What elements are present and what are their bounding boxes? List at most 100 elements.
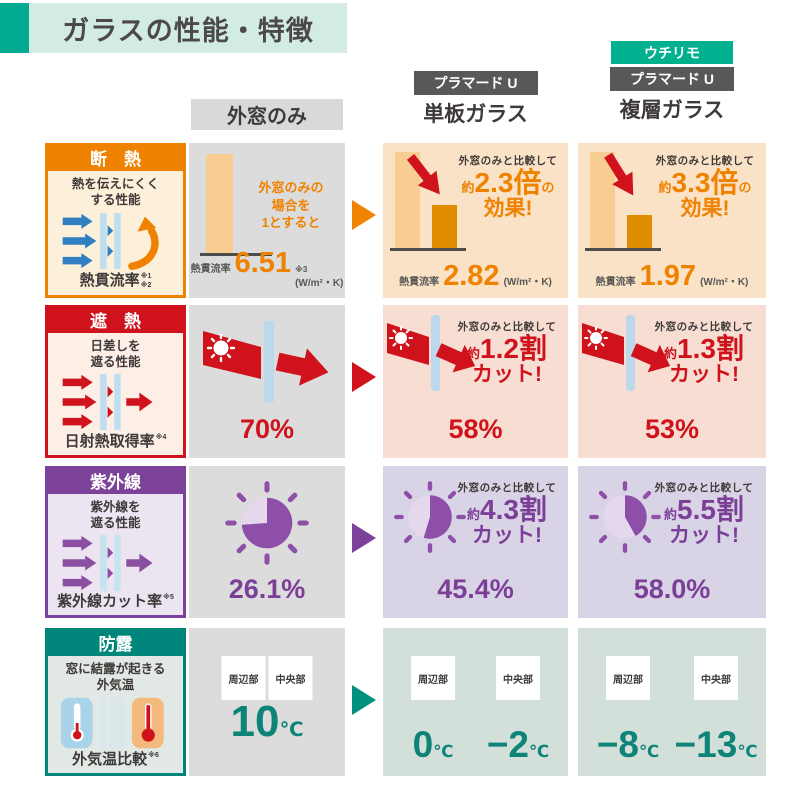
sun-arrow-icon [203, 321, 329, 403]
center-temperature: −2℃ [486, 724, 550, 765]
baseline [585, 248, 661, 251]
temperature-grid: 周辺部 −8℃ 中央部 −13℃ [578, 656, 766, 763]
heat-shield-base-cell: 70% [189, 305, 345, 458]
heat-shield-icon [62, 373, 152, 431]
insulation-title: 断 熱 [45, 143, 186, 171]
compare-block: 外窓のみと比較して 約4.3割 カット! [457, 482, 557, 547]
sun-arrow-icon [387, 315, 476, 391]
temperature-grid: 周辺部 0℃ 中央部 −2℃ [383, 656, 568, 763]
uv-double-cell: 外窓のみと比較して 約5.5割 カット! 58.0% [578, 466, 766, 618]
heat-shield-title: 遮 熱 [45, 305, 186, 333]
column-header-base: 外窓のみ [191, 99, 343, 130]
condensation-title: 防露 [45, 628, 186, 656]
insulation-single-cell: 外窓のみと比較して 約2.3倍の 効果! 熱貫流率 2.82 (W/m²・K) [383, 143, 568, 298]
insulation-icon [62, 212, 159, 270]
center-temperature: −13℃ [674, 724, 758, 765]
single-value: 45.4% [437, 574, 514, 604]
uv-base-cell: 26.1% [189, 466, 345, 618]
column-header-double: ウチリモ プラマード U 複層ガラス [578, 41, 766, 124]
part-label-edge: 周辺部 [606, 656, 650, 700]
part-label-center: 中央部 [496, 656, 540, 700]
edge-temperature: 0℃ [412, 724, 454, 765]
row-heat-shield: 遮 熱 日差しを 遮る性能 日射熱取得率※4 [0, 305, 800, 458]
single-glass-name: 単板ガラス [423, 103, 528, 126]
double-glass-name: 複層ガラス [619, 99, 725, 122]
part-label-center: 中央部 [694, 656, 738, 700]
down-arrow-icon [604, 152, 634, 196]
heat-shield-double-cell: 外窓のみと比較して 約1.3割 カット! 53% [578, 305, 766, 458]
uv-icon [62, 534, 152, 591]
row-uv: 紫外線 紫外線を 遮る性能 紫外線カット率※5 [0, 466, 800, 618]
edge-temperature: −8℃ [596, 724, 660, 765]
single-metric-line: 熱貫流率 2.82 (W/m²・K) [399, 259, 552, 292]
compare-block: 外窓のみと比較して 約5.5割 カット! [654, 482, 754, 547]
insulation-label-card: 断 熱 熱を伝えにくく する性能 熱貫流率※1 ※2 [45, 143, 186, 298]
heat-shield-metric: 日射熱取得率※4 [64, 432, 167, 450]
part-labels: 周辺部 中央部 [221, 656, 313, 700]
right-arrow-icon [352, 200, 376, 230]
compare-block: 外窓のみと比較して 約2.3倍の 効果! [458, 155, 558, 220]
short-bar [432, 205, 457, 248]
thermometer-compare-icon [60, 696, 164, 749]
row-insulation: 断 熱 熱を伝えにくく する性能 熱貫流率※1 ※2 [0, 143, 800, 298]
heat-shield-label-body: 日差しを 遮る性能 日射熱取得率※4 [45, 333, 186, 458]
plamard-badge-2: プラマード U [610, 67, 734, 91]
baseline [390, 248, 466, 251]
condensation-metric: 外気温比較※6 [72, 750, 159, 768]
insulation-double-cell: 外窓のみと比較して 約3.3倍の 効果! 熱貫流率 1.97 (W/m²・K) [578, 143, 766, 298]
short-bar [627, 215, 652, 248]
heat-shield-label-card: 遮 熱 日差しを 遮る性能 日射熱取得率※4 [45, 305, 186, 458]
heat-shield-single-cell: 外窓のみと比較して 約1.2割 カット! 58% [383, 305, 568, 458]
uv-label-body: 紫外線を 遮る性能 紫外線カット率※5 [45, 494, 186, 618]
base-value: 70% [239, 414, 295, 444]
part-label-edge: 周辺部 [411, 656, 455, 700]
uv-desc: 紫外線を 遮る性能 [90, 500, 141, 531]
row-condensation: 防露 窓に結露が起きる 外気温 外気温比較※6 [0, 628, 800, 776]
uv-label-card: 紫外線 紫外線を 遮る性能 紫外線カット率※5 [45, 466, 186, 618]
sun-pie-icon [589, 481, 661, 553]
uv-single-cell: 外窓のみと比較して 約4.3割 カット! 45.4% [383, 466, 568, 618]
condensation-single-cell: 周辺部 0℃ 中央部 −2℃ [383, 628, 568, 776]
condensation-label-card: 防露 窓に結露が起きる 外気温 外気温比較※6 [45, 628, 186, 776]
edge-temp-col: 周辺部 −8℃ [592, 656, 664, 763]
page-title-block: ガラスの性能・特徴 [0, 3, 347, 53]
double-value: 58.0% [633, 574, 711, 604]
base-note: 外窓のみの 場合を 1とすると [258, 180, 324, 231]
base-metric-line: 熱貫流率 6.51 ※3 (W/m²・K) [190, 247, 344, 289]
base-value: 26.1% [228, 574, 306, 604]
column-header-single: プラマード U 単板ガラス [383, 71, 568, 128]
sun-pie-icon [394, 481, 466, 553]
title-accent-square [0, 3, 29, 53]
sun-arrow-icon [582, 315, 671, 391]
insulation-metric: 熱貫流率※1 ※2 [79, 272, 152, 290]
condensation-double-cell: 周辺部 −8℃ 中央部 −13℃ [578, 628, 766, 776]
compare-block: 外窓のみと比較して 約3.3倍の 効果! [655, 155, 755, 220]
right-arrow-icon [352, 362, 376, 392]
part-label-center: 中央部 [268, 656, 313, 700]
center-temp-col: 中央部 −2℃ [482, 656, 554, 763]
heat-shield-desc: 日差しを 遮る性能 [90, 339, 141, 370]
base-bar [206, 154, 233, 253]
base-baseline [200, 253, 272, 256]
center-temp-col: 中央部 −13℃ [675, 656, 757, 763]
uv-metric: 紫外線カット率※5 [57, 592, 174, 610]
base-temperature: 10℃ [230, 697, 304, 746]
page-title: ガラスの性能・特徴 [29, 3, 347, 53]
down-arrow-icon [406, 154, 440, 195]
compare-block: 外窓のみと比較して 約1.2割 カット! [457, 321, 557, 386]
edge-temp-col: 周辺部 0℃ [397, 656, 469, 763]
uv-title: 紫外線 [45, 466, 186, 494]
condensation-desc: 窓に結露が起きる 外気温 [65, 662, 166, 693]
condensation-base-cell: 周辺部 中央部 10℃ [189, 628, 345, 776]
double-metric-line: 熱貫流率 1.97 (W/m²・K) [595, 259, 749, 292]
right-arrow-icon [352, 685, 376, 715]
compare-block: 外窓のみと比較して 約1.3割 カット! [654, 321, 754, 386]
right-arrow-icon [352, 523, 376, 553]
insulation-base-cell: 外窓のみの 場合を 1とすると 熱貫流率 6.51 ※3 (W/m²・K) [189, 143, 345, 298]
uchirimo-badge: ウチリモ [611, 41, 733, 64]
part-label-edge: 周辺部 [221, 656, 266, 700]
plamard-badge: プラマード U [413, 71, 538, 95]
condensation-label-body: 窓に結露が起きる 外気温 外気温比較※6 [45, 656, 186, 776]
insulation-label-body: 熱を伝えにくく する性能 熱貫流率※1 ※2 [45, 171, 186, 298]
double-value: 53% [644, 414, 700, 444]
